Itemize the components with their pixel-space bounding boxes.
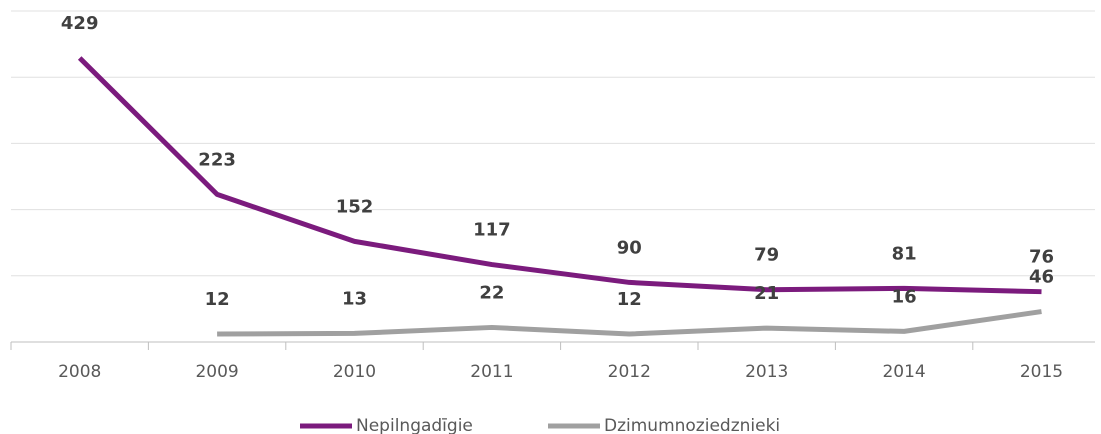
data-label: 223 <box>198 149 236 170</box>
data-label: 90 <box>617 237 642 258</box>
data-label: 12 <box>205 289 230 310</box>
x-tick-label: 2010 <box>333 362 376 382</box>
data-label: 46 <box>1029 267 1054 288</box>
data-label: 117 <box>473 220 511 241</box>
x-tick-label: 2009 <box>195 362 238 382</box>
x-tick-label: 2014 <box>882 362 925 382</box>
x-tick-label: 2011 <box>470 362 513 382</box>
data-label: 22 <box>479 282 504 303</box>
data-label: 79 <box>754 245 779 266</box>
data-label: 16 <box>892 286 917 307</box>
x-tick-label: 2013 <box>745 362 788 382</box>
x-tick-label: 2015 <box>1020 362 1063 382</box>
data-label: 13 <box>342 288 367 309</box>
x-tick-label: 2012 <box>608 362 651 382</box>
data-label: 152 <box>336 196 374 217</box>
line-series <box>217 309 1042 337</box>
data-label: 429 <box>61 13 99 34</box>
data-label: 12 <box>617 289 642 310</box>
data-label: 81 <box>892 243 917 264</box>
legend-label: Dzimumnoziedznieki <box>604 416 780 434</box>
data-label: 76 <box>1029 247 1054 268</box>
legend-label: Nepilngadīgie <box>356 416 473 434</box>
data-label: 21 <box>754 283 779 304</box>
x-tick-label: 2008 <box>58 362 101 382</box>
line-series <box>77 56 1042 295</box>
